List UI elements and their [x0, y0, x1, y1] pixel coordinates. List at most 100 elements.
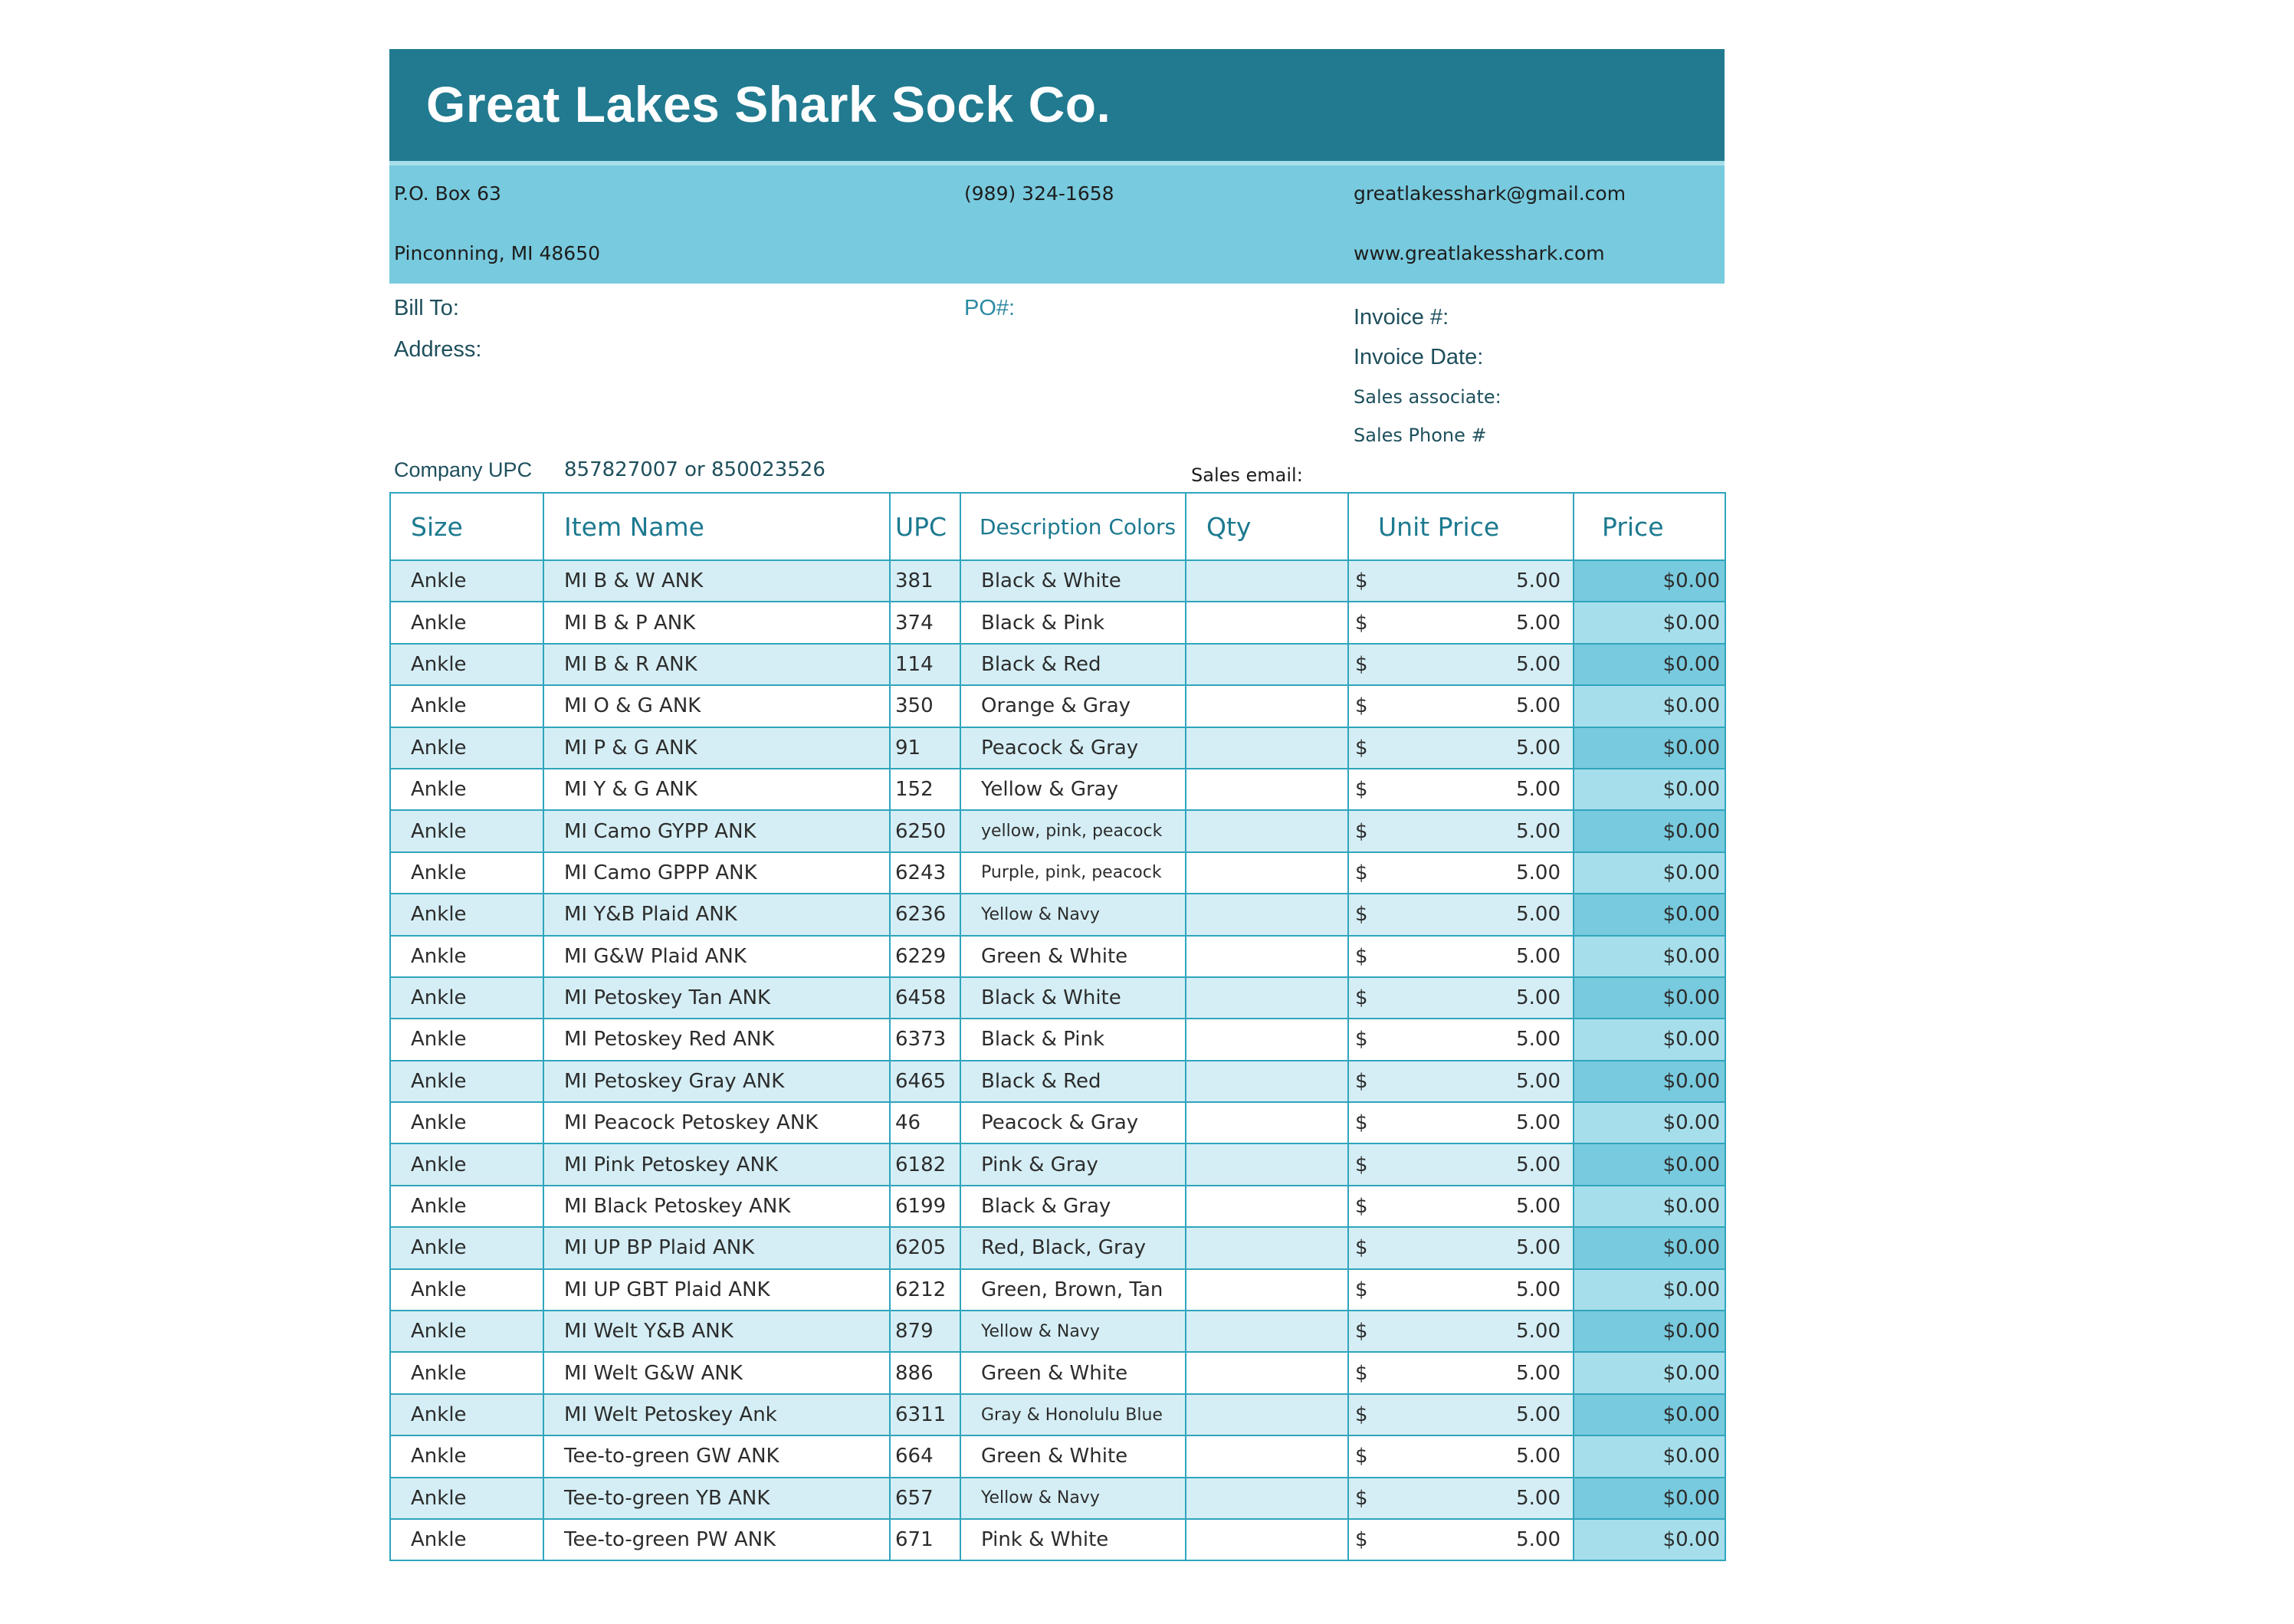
- cell-upc: 6311: [889, 1393, 961, 1437]
- company-website[interactable]: www.greatlakesshark.com: [1354, 242, 1605, 264]
- cell-upc: 114: [889, 642, 961, 687]
- cell-upc: 6465: [889, 1059, 961, 1104]
- banner-divider: [389, 161, 1725, 166]
- cell-size: Ankle: [389, 1184, 544, 1229]
- cell-unit-price: $5.00: [1347, 1101, 1574, 1145]
- table-row: Ankle MI Peacock Petoskey ANK 46 Peacock & …: [389, 1101, 1726, 1145]
- cell-qty-input[interactable]: [1185, 1435, 1349, 1478]
- cell-upc: 6229: [889, 934, 961, 978]
- table-row: Ankle MI B & W ANK 381 Black & White $5.00 $0…: [389, 559, 1726, 603]
- currency-symbol: $: [1355, 569, 1368, 593]
- cell-description: Orange & Gray: [960, 684, 1186, 728]
- cell-qty-input[interactable]: [1185, 809, 1349, 853]
- cell-size: Ankle: [389, 809, 544, 853]
- cell-unit-price: $5.00: [1347, 1184, 1574, 1229]
- cell-size: Ankle: [389, 934, 544, 978]
- unit-price-value: 5.00: [1516, 1153, 1561, 1176]
- cell-price: $0.00: [1573, 1351, 1726, 1395]
- currency-symbol: $: [1355, 1278, 1368, 1301]
- table-row: Ankle MI Camo GYPP ANK 6250 yellow, pink, p…: [389, 809, 1726, 853]
- cell-price: $0.00: [1573, 1476, 1726, 1520]
- unit-price-value: 5.00: [1516, 861, 1561, 884]
- cell-description: Green, Brown, Tan: [960, 1268, 1186, 1312]
- cell-unit-price: $5.00: [1347, 1517, 1574, 1562]
- cell-qty-input[interactable]: [1185, 1351, 1349, 1395]
- cell-size: Ankle: [389, 559, 544, 603]
- cell-qty-input[interactable]: [1185, 1310, 1349, 1353]
- cell-item-name: MI Y & G ANK: [543, 767, 891, 812]
- cell-qty-input[interactable]: [1185, 726, 1349, 769]
- cell-description: Black & Pink: [960, 1018, 1186, 1061]
- table-row: Ankle MI B & R ANK 114 Black & Red $5.00 $0.0…: [389, 642, 1726, 687]
- cell-description: Pink & White: [960, 1517, 1186, 1562]
- cell-upc: 657: [889, 1476, 961, 1520]
- cell-size: Ankle: [389, 684, 544, 728]
- unit-price-value: 5.00: [1516, 1528, 1561, 1552]
- cell-item-name: MI B & R ANK: [543, 642, 891, 687]
- cell-item-name: MI UP BP Plaid ANK: [543, 1226, 891, 1270]
- cell-upc: 671: [889, 1517, 961, 1562]
- cell-description: Yellow & Gray: [960, 767, 1186, 812]
- cell-description: Gray & Honolulu Blue: [960, 1393, 1186, 1437]
- cell-qty-input[interactable]: [1185, 1018, 1349, 1061]
- cell-upc: 6373: [889, 1018, 961, 1061]
- unit-price-value: 5.00: [1516, 1028, 1561, 1051]
- cell-qty-input[interactable]: [1185, 1226, 1349, 1270]
- cell-unit-price: $5.00: [1347, 1393, 1574, 1437]
- cell-unit-price: $5.00: [1347, 1018, 1574, 1061]
- cell-description: Pink & Gray: [960, 1143, 1186, 1186]
- cell-qty-input[interactable]: [1185, 767, 1349, 812]
- cell-qty-input[interactable]: [1185, 1476, 1349, 1520]
- cell-size: Ankle: [389, 1101, 544, 1145]
- cell-item-name: MI Welt G&W ANK: [543, 1351, 891, 1395]
- cell-item-name: MI Welt Y&B ANK: [543, 1310, 891, 1353]
- cell-qty-input[interactable]: [1185, 934, 1349, 978]
- cell-qty-input[interactable]: [1185, 1517, 1349, 1562]
- cell-qty-input[interactable]: [1185, 684, 1349, 728]
- cell-description: Black & Gray: [960, 1184, 1186, 1229]
- cell-item-name: MI Peacock Petoskey ANK: [543, 1101, 891, 1145]
- cell-qty-input[interactable]: [1185, 642, 1349, 687]
- cell-description: yellow, pink, peacock: [960, 809, 1186, 853]
- cell-unit-price: $5.00: [1347, 1268, 1574, 1312]
- line-items-table: Size Item Name UPC Description Colors Qt…: [389, 492, 1726, 1562]
- currency-symbol: $: [1355, 652, 1368, 676]
- company-name: Great Lakes Shark Sock Co.: [426, 76, 1111, 133]
- table-header-row: Size Item Name UPC Description Colors Qt…: [389, 492, 1726, 561]
- cell-item-name: MI B & W ANK: [543, 559, 891, 603]
- cell-qty-input[interactable]: [1185, 1143, 1349, 1186]
- cell-item-name: MI B & P ANK: [543, 601, 891, 645]
- cell-price: $0.00: [1573, 1226, 1726, 1270]
- cell-price: $0.00: [1573, 1435, 1726, 1478]
- cell-qty-input[interactable]: [1185, 1393, 1349, 1437]
- invoice-number-label: Invoice #:: [1354, 305, 1449, 330]
- cell-price: $0.00: [1573, 1517, 1726, 1562]
- currency-symbol: $: [1355, 903, 1368, 927]
- cell-qty-input[interactable]: [1185, 1268, 1349, 1312]
- company-email[interactable]: greatlakesshark@gmail.com: [1354, 182, 1626, 205]
- cell-size: Ankle: [389, 601, 544, 645]
- cell-size: Ankle: [389, 1476, 544, 1520]
- cell-qty-input[interactable]: [1185, 851, 1349, 895]
- cell-item-name: MI Welt Petoskey Ank: [543, 1393, 891, 1437]
- cell-upc: 664: [889, 1435, 961, 1478]
- cell-qty-input[interactable]: [1185, 1059, 1349, 1104]
- unit-price-value: 5.00: [1516, 1069, 1561, 1093]
- table-row: Ankle Tee-to-green GW ANK 664 Green & White…: [389, 1435, 1726, 1478]
- cell-qty-input[interactable]: [1185, 893, 1349, 937]
- cell-unit-price: $5.00: [1347, 1435, 1574, 1478]
- cell-upc: 46: [889, 1101, 961, 1145]
- cell-qty-input[interactable]: [1185, 1101, 1349, 1145]
- cell-qty-input[interactable]: [1185, 1184, 1349, 1229]
- cell-qty-input[interactable]: [1185, 559, 1349, 603]
- cell-qty-input[interactable]: [1185, 976, 1349, 1020]
- cell-description: Black & Red: [960, 642, 1186, 687]
- cell-qty-input[interactable]: [1185, 601, 1349, 645]
- company-upc-label: Company UPC: [394, 458, 533, 481]
- cell-upc: 6243: [889, 851, 961, 895]
- cell-item-name: MI Y&B Plaid ANK: [543, 893, 891, 937]
- currency-symbol: $: [1355, 819, 1368, 843]
- cell-upc: 6205: [889, 1226, 961, 1270]
- cell-description: Green & White: [960, 1351, 1186, 1395]
- unit-price-value: 5.00: [1516, 1278, 1561, 1301]
